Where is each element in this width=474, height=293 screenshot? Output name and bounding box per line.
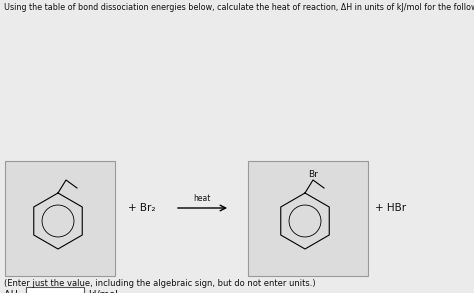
- Bar: [5, 161, 115, 276]
- Text: + HBr: + HBr: [375, 203, 406, 213]
- Text: + Br₂: + Br₂: [128, 203, 155, 213]
- Bar: [248, 161, 368, 276]
- Text: ΔH =: ΔH =: [4, 290, 29, 293]
- Text: heat: heat: [193, 194, 210, 203]
- Text: kJ/mol: kJ/mol: [88, 290, 118, 293]
- Text: Using the table of bond dissociation energies below, calculate the heat of react: Using the table of bond dissociation ene…: [4, 3, 474, 12]
- Text: Br: Br: [308, 170, 318, 179]
- Text: (Enter just the value, including the algebraic sign, but do not enter units.): (Enter just the value, including the alg…: [4, 279, 316, 288]
- Bar: [26, 287, 84, 293]
